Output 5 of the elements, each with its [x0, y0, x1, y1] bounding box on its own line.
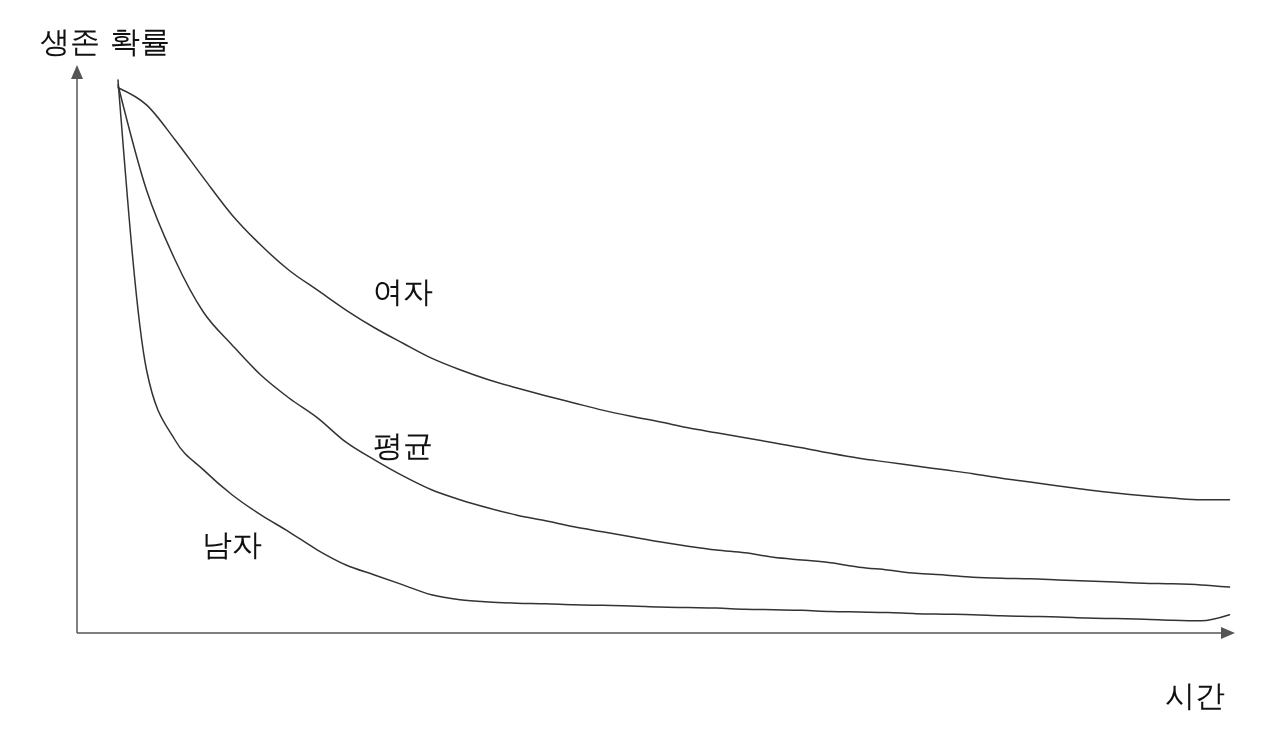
series-label: 남자	[202, 527, 262, 563]
x-axis-title: 시간	[1165, 678, 1225, 713]
y-axis-title: 생존 확률	[40, 24, 170, 59]
series-label: 여자	[373, 273, 433, 309]
series-label: 평균	[373, 428, 433, 464]
